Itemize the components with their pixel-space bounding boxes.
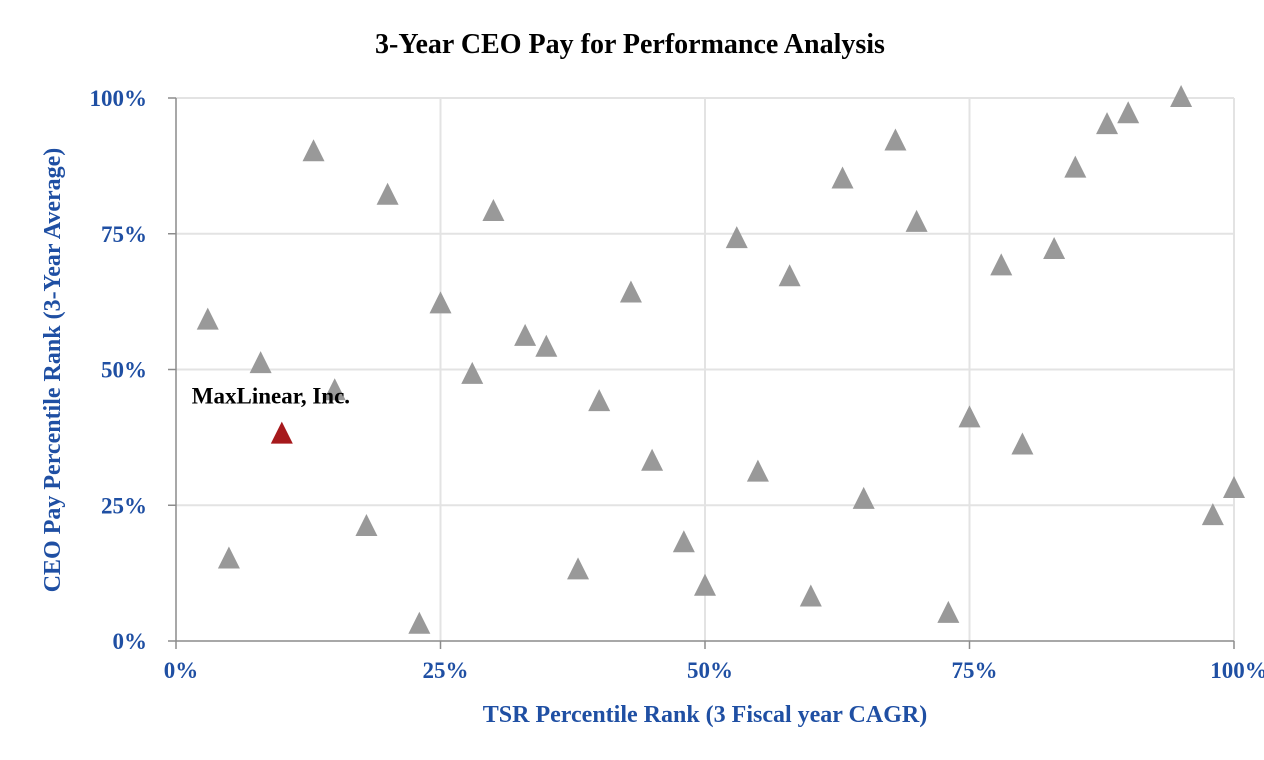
peer-point [1096, 112, 1119, 135]
peer-point [799, 584, 822, 607]
peer-point [376, 182, 399, 205]
peer-point [831, 166, 854, 189]
peer-point [746, 459, 769, 482]
peer-point [514, 323, 537, 346]
gridlines [176, 97, 1235, 641]
chart-title: 3-Year CEO Pay for Performance Analysis [375, 29, 885, 60]
x-tick-label: 50% [687, 658, 733, 683]
peer-point [1043, 237, 1066, 260]
peer-point [958, 405, 981, 428]
peer-point [429, 291, 452, 314]
x-axis-label: TSR Percentile Rank (3 Fiscal year CAGR) [483, 702, 927, 728]
peer-point [355, 513, 378, 536]
x-tick-label: 0% [164, 658, 199, 683]
peer-point [1117, 101, 1140, 124]
peer-point [1170, 85, 1193, 107]
peer-point [1011, 432, 1034, 455]
peer-point [778, 264, 801, 287]
data-points [196, 85, 1245, 634]
peer-point [1064, 155, 1087, 178]
peer-point [535, 334, 558, 357]
tick-labels: 0% 25% 50% 75% 100% 0% 25% 50% 75% 100% [90, 86, 1264, 683]
y-tick-label: 100% [90, 86, 148, 111]
x-tick-label: 25% [423, 658, 469, 683]
peer-point [937, 600, 960, 623]
axes [168, 97, 1235, 649]
y-axis-label: CEO Pay Percentile Rank (3-Year Average) [40, 148, 66, 593]
peer-point [990, 253, 1013, 276]
peer-point [1201, 503, 1224, 526]
peer-point [641, 448, 664, 471]
peer-point [249, 351, 272, 374]
peer-point [323, 378, 346, 401]
peer-point [619, 280, 642, 303]
y-tick-label: 0% [113, 629, 148, 654]
peer-point [588, 389, 611, 412]
x-tick-label: 75% [952, 658, 998, 683]
peer-point [672, 530, 695, 553]
peer-point [1223, 475, 1245, 498]
annotation-label: MaxLinear, Inc. [192, 384, 350, 409]
peer-point [482, 199, 505, 222]
y-tick-label: 25% [101, 493, 147, 518]
peer-point [302, 139, 325, 162]
peer-point [725, 226, 748, 249]
peer-point [217, 546, 240, 569]
y-tick-label: 50% [101, 358, 147, 383]
peer-point [408, 611, 431, 634]
peer-point [694, 573, 716, 596]
highlight-point [270, 421, 293, 444]
peer-point [567, 557, 590, 580]
peer-point [905, 209, 928, 232]
x-tick-label: 100% [1210, 658, 1264, 683]
peer-point [196, 307, 219, 330]
y-tick-label: 75% [101, 222, 147, 247]
annotations: MaxLinear, Inc. [192, 384, 350, 409]
peer-point [884, 128, 907, 151]
peer-point [852, 486, 875, 509]
peer-point [461, 361, 484, 384]
